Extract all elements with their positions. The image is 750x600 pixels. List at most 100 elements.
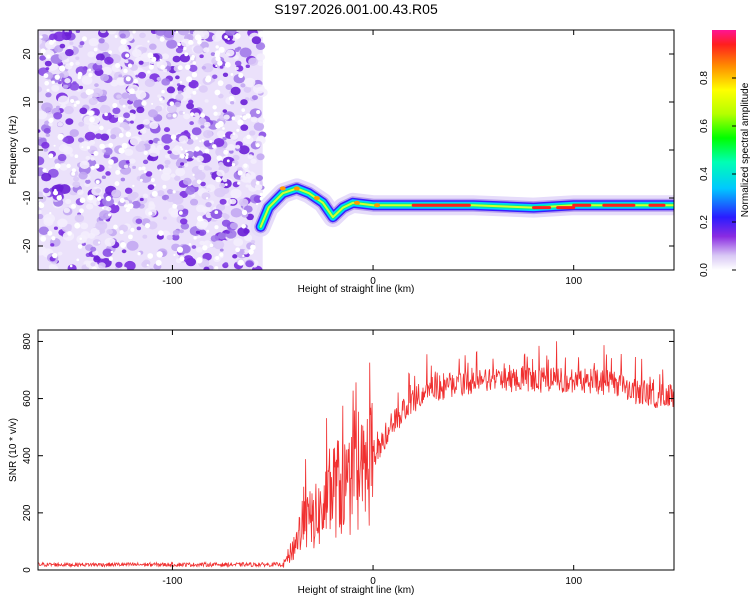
- noise-gap: [179, 256, 185, 262]
- noise-blob: [136, 226, 142, 231]
- noise-gap: [248, 249, 254, 255]
- noise-gap: [215, 256, 220, 260]
- noise-gap: [180, 148, 184, 151]
- noise-blob: [179, 53, 191, 63]
- noise-blob: [90, 262, 96, 267]
- noise-gap: [48, 153, 54, 159]
- noise-blob: [43, 127, 51, 134]
- noise-gap: [94, 163, 100, 169]
- noise-blob: [137, 71, 147, 79]
- noise-gap: [178, 210, 183, 215]
- noise-gap: [76, 258, 80, 262]
- noise-gap: [241, 108, 246, 112]
- noise-blob: [38, 129, 41, 133]
- noise-gap: [196, 257, 203, 264]
- noise-blob: [75, 30, 81, 34]
- noise-blob: [255, 174, 264, 181]
- noise-gap: [234, 33, 241, 39]
- colorbar-ticks: 0.0 0.2 0.4 0.6 0.8: [699, 71, 736, 277]
- noise-blob: [77, 137, 85, 143]
- noise-gap: [86, 146, 91, 150]
- noise-gap: [93, 47, 98, 52]
- noise-blob: [41, 141, 50, 149]
- noise-blob: [219, 198, 227, 205]
- noise-gap: [52, 190, 59, 196]
- noise-gap: [215, 176, 222, 183]
- snr-y-ticks: 0 200 400 600 800: [22, 333, 674, 573]
- noise-gap: [79, 197, 86, 204]
- noise-blob: [98, 38, 105, 44]
- noise-gap: [211, 144, 217, 149]
- noise-blob: [121, 92, 130, 99]
- noise-gap: [259, 192, 263, 197]
- noise-blob: [85, 179, 91, 184]
- noise-blob: [124, 187, 133, 194]
- noise-blob: [53, 112, 63, 120]
- noise-blob: [108, 203, 120, 214]
- noise-blob: [162, 216, 167, 220]
- noise-blob: [79, 41, 85, 46]
- noise-blob: [171, 195, 184, 205]
- noise-gap: [48, 39, 54, 45]
- noise-gap: [54, 74, 61, 80]
- noise-blob: [183, 163, 189, 168]
- noise-gap: [250, 244, 256, 251]
- y-tick-label: 20: [22, 48, 33, 60]
- noise-gap: [173, 253, 176, 257]
- noise-blob: [191, 127, 202, 136]
- noise-blob: [38, 86, 43, 93]
- noise-blob: [175, 47, 183, 54]
- noise-gap: [151, 56, 157, 62]
- noise-gap: [128, 234, 133, 240]
- colorbar-tick-label: 0.0: [699, 263, 710, 277]
- noise-gap: [153, 183, 156, 187]
- noise-blob: [131, 49, 142, 58]
- noise-gap: [101, 206, 105, 210]
- noise-gap: [90, 165, 95, 170]
- noise-blob: [60, 104, 67, 109]
- noise-blob: [49, 264, 59, 270]
- noise-blob: [221, 219, 231, 227]
- noise-blob: [129, 158, 136, 164]
- noise-blob: [99, 30, 107, 34]
- noise-gap: [47, 230, 53, 236]
- noise-blob: [175, 75, 180, 80]
- noise-gap: [235, 247, 241, 253]
- noise-blob: [69, 129, 79, 137]
- noise-gap: [150, 177, 155, 182]
- noise-gap: [212, 105, 217, 110]
- noise-blob: [163, 30, 175, 39]
- noise-gap: [132, 30, 136, 34]
- noise-blob: [183, 255, 194, 264]
- noise-blob: [101, 149, 106, 153]
- noise-blob: [174, 175, 181, 181]
- noise-blob: [135, 90, 147, 100]
- noise-blob: [163, 144, 170, 151]
- noise-blob: [100, 133, 110, 141]
- noise-blob: [175, 93, 184, 101]
- noise-gap: [118, 132, 124, 138]
- noise-blob: [79, 107, 88, 115]
- spectrogram-ylabel: Frequency (Hz): [8, 116, 19, 185]
- snr-ylabel: SNR (10 * v/v): [8, 418, 19, 482]
- noise-blob: [251, 95, 258, 101]
- noise-gap: [169, 101, 175, 106]
- noise-gap: [205, 75, 212, 81]
- noise-gap: [179, 146, 182, 149]
- noise-gap: [112, 102, 118, 109]
- noise-blob: [190, 193, 196, 198]
- noise-gap: [143, 170, 147, 174]
- noise-blob: [84, 131, 96, 141]
- noise-gap: [129, 88, 135, 94]
- noise-gap: [119, 230, 124, 235]
- noise-gap: [127, 63, 133, 68]
- noise-blob: [99, 104, 111, 115]
- noise-gap: [74, 154, 79, 159]
- noise-blob: [38, 245, 47, 256]
- noise-gap: [151, 190, 158, 197]
- noise-blob: [57, 153, 67, 162]
- noise-gap: [214, 89, 221, 96]
- noise-gap: [97, 241, 101, 244]
- noise-blob: [126, 240, 139, 251]
